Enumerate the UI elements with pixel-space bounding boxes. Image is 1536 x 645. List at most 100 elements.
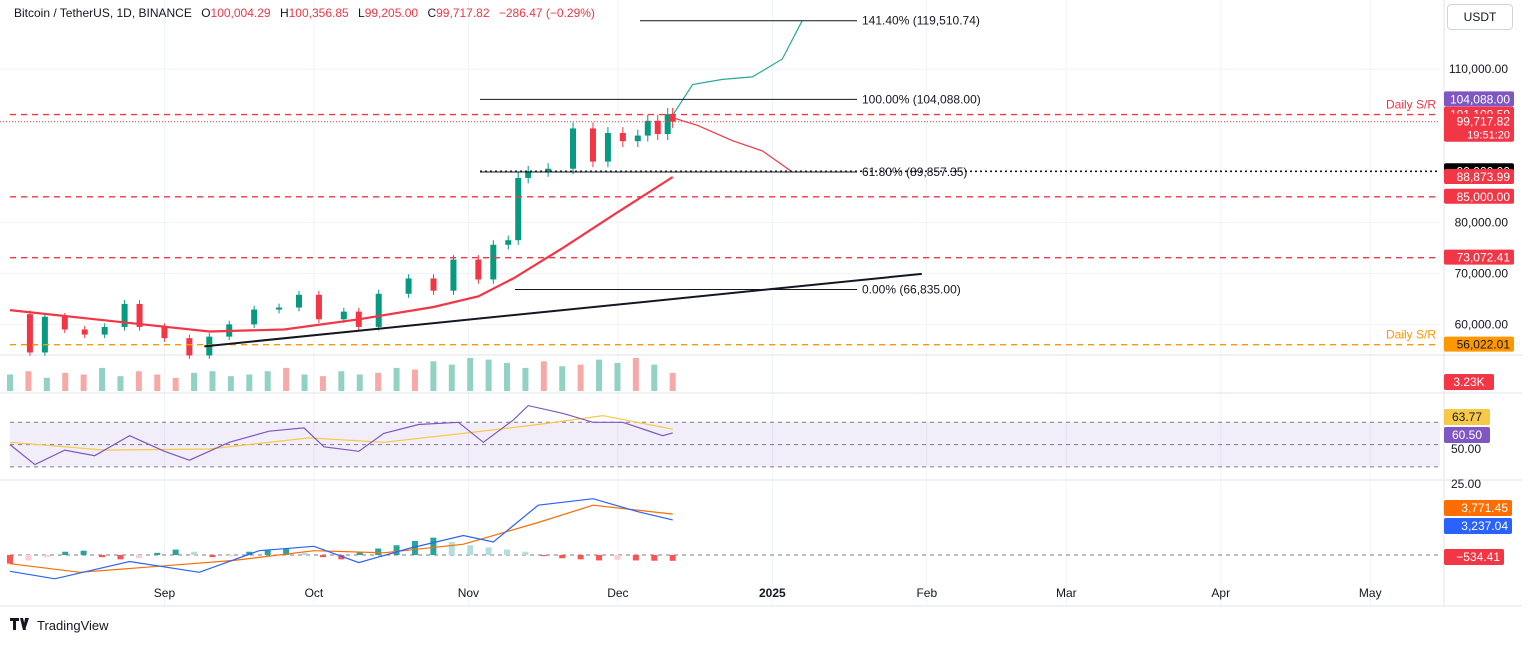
- macd-value: 3,237.04: [1461, 519, 1508, 533]
- grid-lines: [0, 0, 1440, 606]
- price-label-badge: [1444, 249, 1514, 265]
- x-tick-label: Apr: [1211, 586, 1230, 600]
- time-axis: Sep Oct Nov Dec 2025 Feb Mar Apr May: [154, 586, 1382, 600]
- macd-histogram-bar: [559, 555, 566, 559]
- candle-body: [490, 244, 497, 280]
- open-label: O: [201, 6, 211, 20]
- ema-line: [9, 176, 674, 333]
- low-value: 99,205.00: [364, 6, 419, 20]
- macd-histogram-bar: [154, 552, 161, 555]
- candle-body: [634, 135, 641, 142]
- macd-histogram-bar: [504, 549, 511, 555]
- y-tick-label: 80,000.00: [1455, 215, 1509, 229]
- candle-body: [41, 316, 48, 353]
- macd-histogram-bar: [25, 555, 32, 561]
- rsi-line: [9, 404, 673, 466]
- candle-body: [604, 133, 611, 162]
- price-label-badge: [1444, 336, 1514, 352]
- macd-histogram-bar: [246, 551, 253, 555]
- macd-histogram-bar: [227, 555, 234, 557]
- macd-histogram-bar: [669, 555, 676, 561]
- volume-bar: [669, 372, 676, 391]
- macd-histogram-bar: [319, 555, 326, 558]
- x-tick-label: Oct: [305, 586, 324, 600]
- macd-histogram-bar: [448, 542, 455, 555]
- macd-histogram-bar: [7, 555, 13, 564]
- x-tick-label: May: [1359, 586, 1382, 600]
- volume-bar: [319, 376, 326, 391]
- volume-bar: [264, 371, 271, 391]
- support-line-label: Daily S/R: [1386, 98, 1436, 112]
- macd-line: [9, 498, 673, 580]
- high-label: H: [279, 6, 289, 20]
- candle-body: [525, 171, 532, 178]
- macd-value-badge: [1444, 518, 1512, 534]
- candle-body: [375, 293, 382, 327]
- legend-header: Bitcoin / TetherUS, 1D, BINANCE O100,004…: [14, 6, 595, 20]
- volume-bar: [577, 364, 584, 391]
- volume-bar: [117, 376, 124, 391]
- rsi-level-label: 50.00: [1451, 442, 1481, 456]
- volume-bar: [504, 362, 511, 391]
- candle-body: [276, 307, 283, 310]
- macd-histogram-bar: [540, 555, 547, 557]
- macd-histogram-bar: [356, 551, 363, 555]
- candle-body: [505, 240, 512, 245]
- tradingview-brand[interactable]: TradingView: [10, 618, 109, 633]
- symbol-title[interactable]: Bitcoin / TetherUS, 1D, BINANCE: [14, 6, 192, 20]
- candle-body: [545, 168, 552, 172]
- volume-bar: [154, 374, 161, 391]
- macd-histogram-bar: [135, 555, 142, 559]
- projection-up-line: [672, 20, 803, 116]
- volume-value-badge: [1444, 374, 1494, 390]
- rsi-ma-value: 63.77: [1452, 410, 1482, 424]
- price-label-countdown: 19:51:20: [1467, 130, 1510, 142]
- currency-button[interactable]: USDT: [1447, 4, 1513, 30]
- macd-hist-value: −534.41: [1456, 550, 1500, 564]
- fib-level-label: 61.80% (89,857.35): [862, 165, 967, 179]
- price-label-text: 73,072.41: [1457, 251, 1511, 265]
- volume-bar: [393, 367, 400, 391]
- volume-bar: [246, 374, 253, 391]
- fib-level-label: 141.40% (119,510.74): [862, 14, 980, 28]
- price-label-badge: [1444, 91, 1514, 107]
- volume-bar: [62, 372, 69, 391]
- volume-bar: [356, 374, 363, 391]
- macd-histogram-bar: [172, 549, 179, 555]
- candle-body: [101, 326, 108, 335]
- candle-body: [340, 311, 347, 320]
- support-line-label: Daily S/R: [1386, 328, 1436, 342]
- ascending-trendline: [204, 272, 922, 348]
- candle-body: [654, 120, 661, 135]
- fib-level-label: 0.00% (66,835.00): [862, 283, 961, 297]
- candle-body: [644, 120, 651, 136]
- close-value: 99,717.82: [436, 6, 490, 20]
- rsi-lower-label: 25.00: [1451, 477, 1481, 491]
- x-tick-label: 2025: [759, 586, 786, 600]
- brand-name: TradingView: [37, 618, 109, 633]
- close-label: C: [427, 6, 437, 20]
- fib-level-label: 100.00% (104,088.00): [862, 92, 981, 106]
- volume-bar: [411, 369, 418, 391]
- volume-bar: [43, 377, 50, 391]
- projection-down-line: [672, 117, 793, 173]
- macd-histogram-bar: [485, 547, 492, 555]
- macd-histogram-bar: [62, 551, 69, 555]
- volume-bar: [430, 361, 437, 391]
- volume-value: 3.23K: [1453, 375, 1484, 389]
- volume-bar: [301, 374, 308, 391]
- macd-histogram-bar: [375, 548, 382, 555]
- pane-separators: [0, 0, 1522, 607]
- volume-bar: [338, 371, 345, 391]
- macd-histogram-bar: [411, 540, 418, 555]
- macd-histogram-bar: [596, 555, 603, 561]
- macd-histogram-bar: [632, 555, 639, 561]
- price-label-text: 85,000.00: [1457, 190, 1511, 204]
- volume-bar: [485, 359, 492, 391]
- x-tick-label: Sep: [154, 586, 176, 600]
- volume-bar: [7, 374, 13, 391]
- volume-bar: [614, 362, 621, 391]
- macd-histogram-bar: [338, 555, 345, 560]
- volume-pane: 3.23K: [7, 358, 1494, 391]
